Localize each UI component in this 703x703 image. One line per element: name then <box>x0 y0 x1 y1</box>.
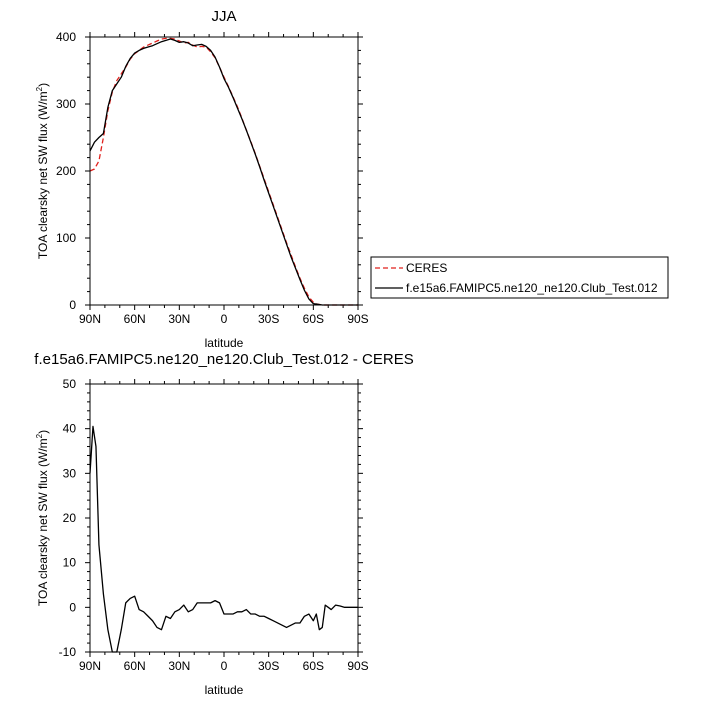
y-tick-label: 40 <box>63 422 77 436</box>
y-axis-label: TOA clearsky net SW flux (W/m2) <box>35 430 50 606</box>
y-axis-label: TOA clearsky net SW flux (W/m2) <box>35 83 50 259</box>
jja-flux-panel: JJA 90N 60N 30N 0 30S 60S 90S 0 100 200 300 400 la… <box>35 8 369 350</box>
y-tick-label: 400 <box>56 30 76 44</box>
plot-frame <box>89 383 359 653</box>
plot-frame <box>89 36 359 306</box>
x-tick-label: 30N <box>168 312 190 326</box>
legend-box <box>370 256 669 299</box>
y-tick-label: 0 <box>69 600 76 614</box>
y-tick-label: 50 <box>63 377 77 391</box>
x-tick-label: 0 <box>221 312 228 326</box>
difference-panel: f.e15a6.FAMIPC5.ne120_ne120.Club_Test.01… <box>34 351 413 697</box>
x-axis-label: latitude <box>205 336 244 350</box>
y-tick-label: -10 <box>59 645 77 659</box>
y-tick-label: 300 <box>56 97 76 111</box>
y-tick-label: 30 <box>63 466 77 480</box>
x-tick-label: 60N <box>124 659 146 673</box>
x-tick-label: 60S <box>303 312 324 326</box>
series-line-model <box>89 38 358 306</box>
series-line-difference <box>89 425 358 653</box>
x-tick-label: 30S <box>258 659 279 673</box>
y-tick-label: 10 <box>63 556 77 570</box>
x-tick-label: 90N <box>79 312 101 326</box>
x-tick-label: 0 <box>221 659 228 673</box>
panel-title: JJA <box>211 8 236 25</box>
y-tick-label: 200 <box>56 164 76 178</box>
y-tick-label: 100 <box>56 231 76 245</box>
x-tick-label: 90N <box>79 659 101 673</box>
y-tick-label: 20 <box>63 511 77 525</box>
x-tick-label: 60N <box>124 312 146 326</box>
x-axis-label: latitude <box>205 683 244 697</box>
x-tick-label: 90S <box>347 312 368 326</box>
x-tick-label: 30S <box>258 312 279 326</box>
x-tick-label: 90S <box>347 659 368 673</box>
x-tick-label: 60S <box>303 659 324 673</box>
y-tick-label: 0 <box>69 298 76 312</box>
x-tick-label: 30N <box>168 659 190 673</box>
legend: CERES f.e15a6.FAMIPC5.ne120_ne120.Club_T… <box>370 256 669 299</box>
legend-label-ceres: CERES <box>406 261 447 275</box>
panel-title: f.e15a6.FAMIPC5.ne120_ne120.Club_Test.01… <box>34 351 413 368</box>
legend-label-model: f.e15a6.FAMIPC5.ne120_ne120.Club_Test.01… <box>406 281 658 295</box>
